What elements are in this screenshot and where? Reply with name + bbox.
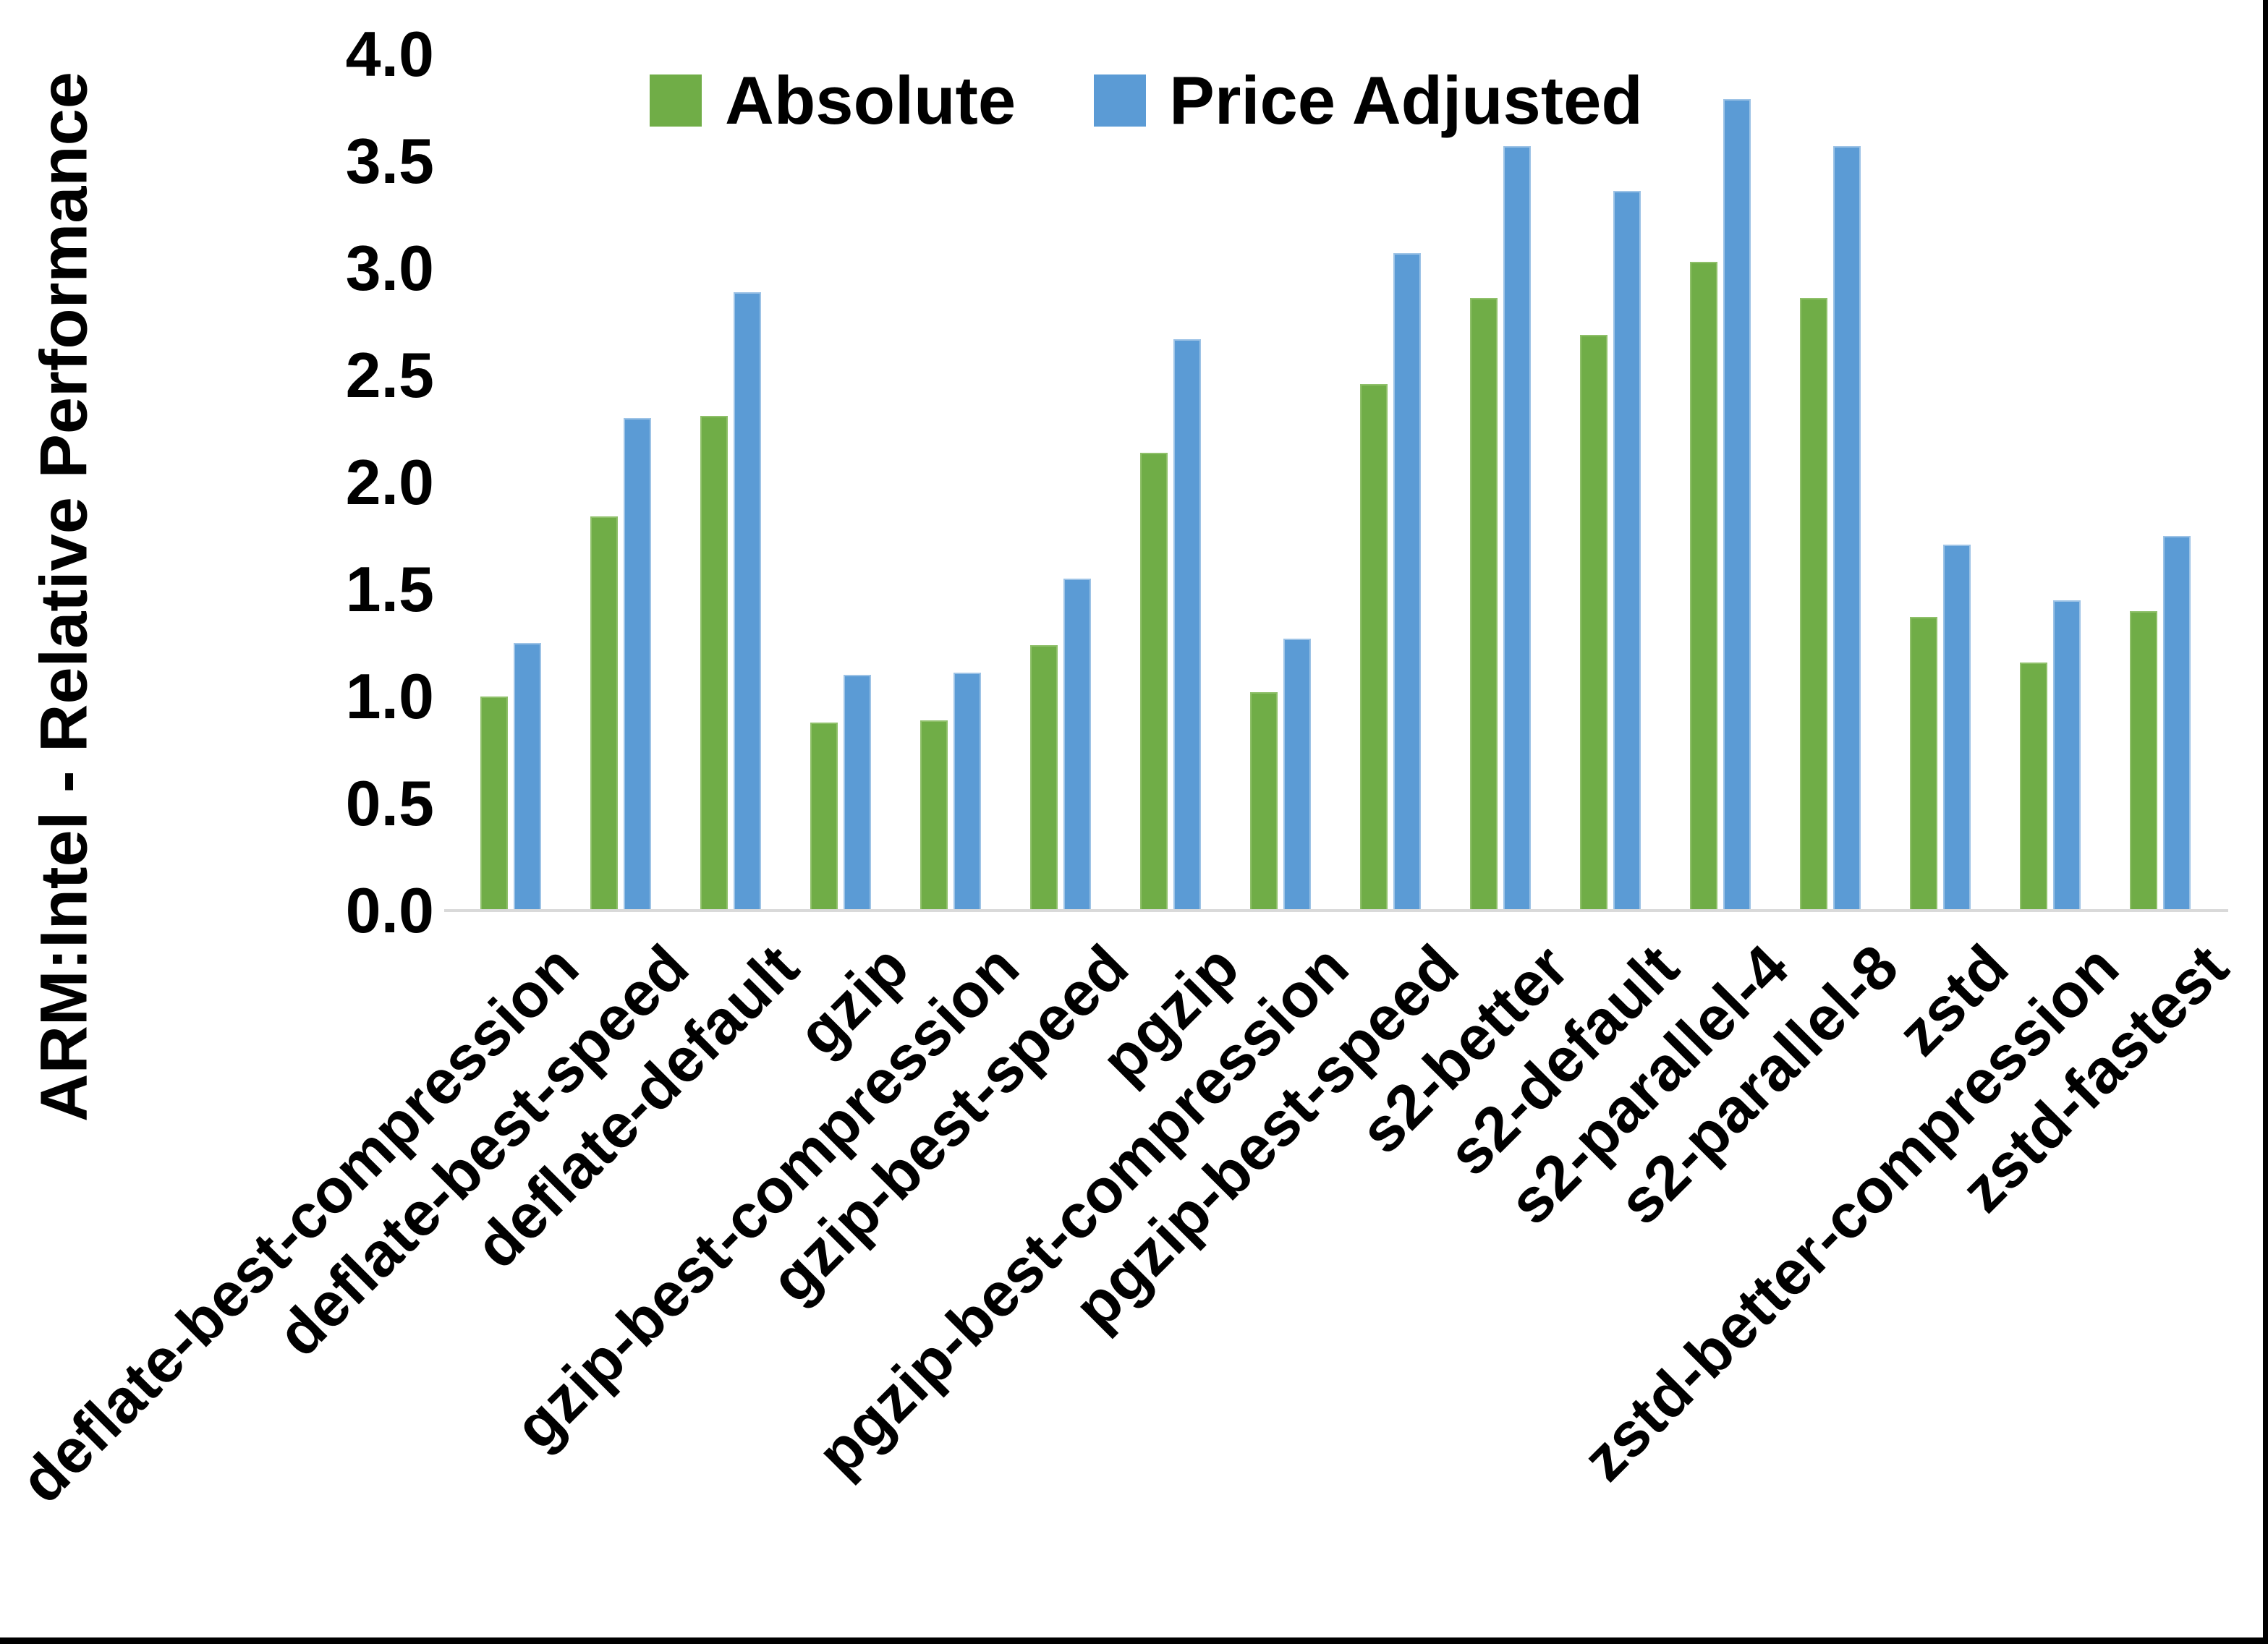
bar-group-zstd: [1885, 54, 1995, 911]
bar-price-adjusted-zstd-fastest: [2163, 536, 2191, 911]
bar-absolute-gzip: [810, 722, 838, 911]
legend-item-price-adjusted: Price Adjusted: [1094, 67, 1643, 135]
bar-group-gzip: [786, 54, 896, 911]
bar-price-adjusted-gzip-best-compression: [954, 673, 981, 911]
plot-area: [444, 54, 2228, 912]
bar-group-s2-parallel-8: [1775, 54, 1885, 911]
bar-absolute-deflate-best-compression: [480, 697, 508, 911]
bar-absolute-s2-parallel-4: [1690, 262, 1717, 911]
legend-item-absolute: Absolute: [650, 67, 1016, 135]
bar-group-zstd-better-compression: [1995, 54, 2105, 911]
y-tick-label-4.0: 4.0: [345, 18, 434, 90]
bar-price-adjusted-s2-parallel-4: [1723, 99, 1751, 911]
y-tick-label-3.0: 3.0: [345, 232, 434, 304]
bar-group-s2-parallel-4: [1665, 54, 1775, 911]
bar-price-adjusted-deflate-best-compression: [514, 643, 541, 911]
bar-price-adjusted-pgzip-best-compression: [1283, 639, 1311, 911]
bar-absolute-pgzip-best-compression: [1250, 692, 1278, 911]
bar-group-zstd-fastest: [2105, 54, 2215, 911]
bar-absolute-s2-better: [1470, 298, 1498, 911]
y-tick-label-0.0: 0.0: [345, 874, 434, 946]
bar-absolute-zstd-better-compression: [2020, 662, 2047, 911]
y-axis-title: ARM:Intel - Relative Performance: [27, 72, 101, 1122]
bar-price-adjusted-gzip-best-speed: [1063, 579, 1091, 911]
y-tick-label-1.0: 1.0: [345, 660, 434, 732]
bar-absolute-pgzip: [1140, 452, 1168, 911]
bar-price-adjusted-deflate-default: [734, 291, 761, 911]
x-axis-line: [444, 909, 2228, 912]
bar-price-adjusted-gzip: [844, 675, 871, 911]
bar-group-gzip-best-speed: [1006, 54, 1116, 911]
y-tick-label-3.5: 3.5: [345, 125, 434, 197]
bar-absolute-zstd: [1910, 617, 1937, 911]
bar-absolute-s2-default: [1580, 334, 1607, 911]
bar-price-adjusted-zstd-better-compression: [2053, 600, 2081, 911]
bar-absolute-deflate-best-speed: [590, 516, 618, 911]
legend-label-absolute: Absolute: [725, 62, 1016, 138]
bar-price-adjusted-pgzip-best-speed: [1393, 253, 1421, 911]
legend-swatch-absolute-icon: [650, 74, 702, 127]
bar-group-pgzip: [1116, 54, 1226, 911]
bar-price-adjusted-pgzip: [1173, 338, 1201, 911]
y-tick-label-2.0: 2.0: [345, 446, 434, 518]
bar-absolute-zstd-fastest: [2130, 610, 2157, 911]
bar-absolute-gzip-best-compression: [920, 720, 948, 911]
legend-swatch-price-adjusted-icon: [1094, 74, 1147, 127]
bar-absolute-gzip-best-speed: [1030, 644, 1058, 911]
bar-price-adjusted-s2-default: [1613, 191, 1641, 911]
legend: Absolute Price Adjusted: [650, 67, 1643, 135]
bar-price-adjusted-s2-parallel-8: [1833, 146, 1861, 911]
bar-absolute-pgzip-best-speed: [1360, 383, 1388, 911]
y-tick-label-2.5: 2.5: [345, 339, 434, 411]
y-tick-label-1.5: 1.5: [345, 553, 434, 625]
bar-price-adjusted-deflate-best-speed: [624, 418, 651, 911]
bar-group-gzip-best-compression: [896, 54, 1006, 911]
legend-label-price-adjusted: Price Adjusted: [1169, 62, 1643, 138]
bar-group-deflate-best-speed: [566, 54, 676, 911]
bar-absolute-s2-parallel-8: [1800, 298, 1827, 911]
bar-group-deflate-best-compression: [456, 54, 566, 911]
bar-group-pgzip-best-speed: [1335, 54, 1445, 911]
bar-price-adjusted-zstd: [1943, 544, 1971, 911]
bar-group-s2-better: [1445, 54, 1555, 911]
bar-group-deflate-default: [676, 54, 786, 911]
bar-group-pgzip-best-compression: [1226, 54, 1335, 911]
bar-groups: [456, 54, 2215, 911]
bar-price-adjusted-s2-better: [1503, 146, 1531, 911]
bar-absolute-deflate-default: [700, 416, 728, 911]
bar-group-s2-default: [1555, 54, 1665, 911]
y-tick-label-0.5: 0.5: [345, 767, 434, 839]
